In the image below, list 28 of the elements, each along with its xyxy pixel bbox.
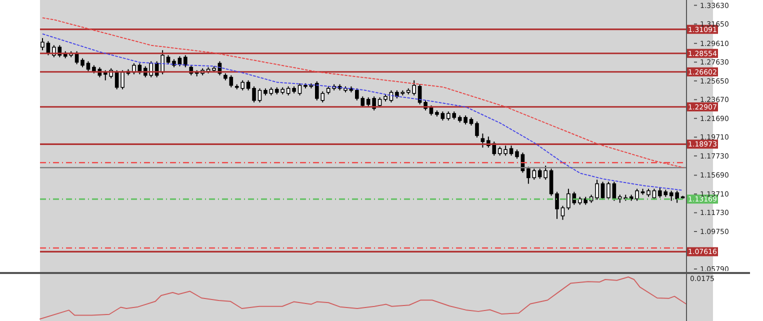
candlestick: [418, 84, 422, 105]
candlestick: [252, 86, 256, 103]
candlestick: [475, 121, 479, 138]
candlestick: [652, 188, 656, 200]
candlestick: [675, 190, 679, 204]
line-series: [42, 17, 684, 168]
candlestick: [298, 82, 302, 96]
candlestick: [560, 205, 565, 220]
candlestick: [600, 181, 605, 200]
candlestick: [184, 54, 188, 68]
candlestick: [86, 60, 90, 72]
candlestick: [555, 191, 559, 220]
candlestick: [40, 38, 44, 51]
candlestick: [258, 88, 262, 103]
candlestick: [509, 145, 514, 156]
candlestick: [635, 188, 639, 202]
line-series: [42, 34, 684, 191]
candlestick: [160, 50, 164, 75]
candlestick: [246, 80, 250, 91]
candlestick: [120, 70, 124, 90]
candlestick: [504, 145, 508, 156]
candlestick: [229, 74, 234, 88]
candlestick: [515, 149, 519, 160]
candlestick: [549, 168, 554, 196]
candlestick: [566, 188, 570, 210]
candlestick: [480, 133, 485, 148]
candlestick: [595, 179, 599, 200]
candlestick: [606, 181, 610, 200]
